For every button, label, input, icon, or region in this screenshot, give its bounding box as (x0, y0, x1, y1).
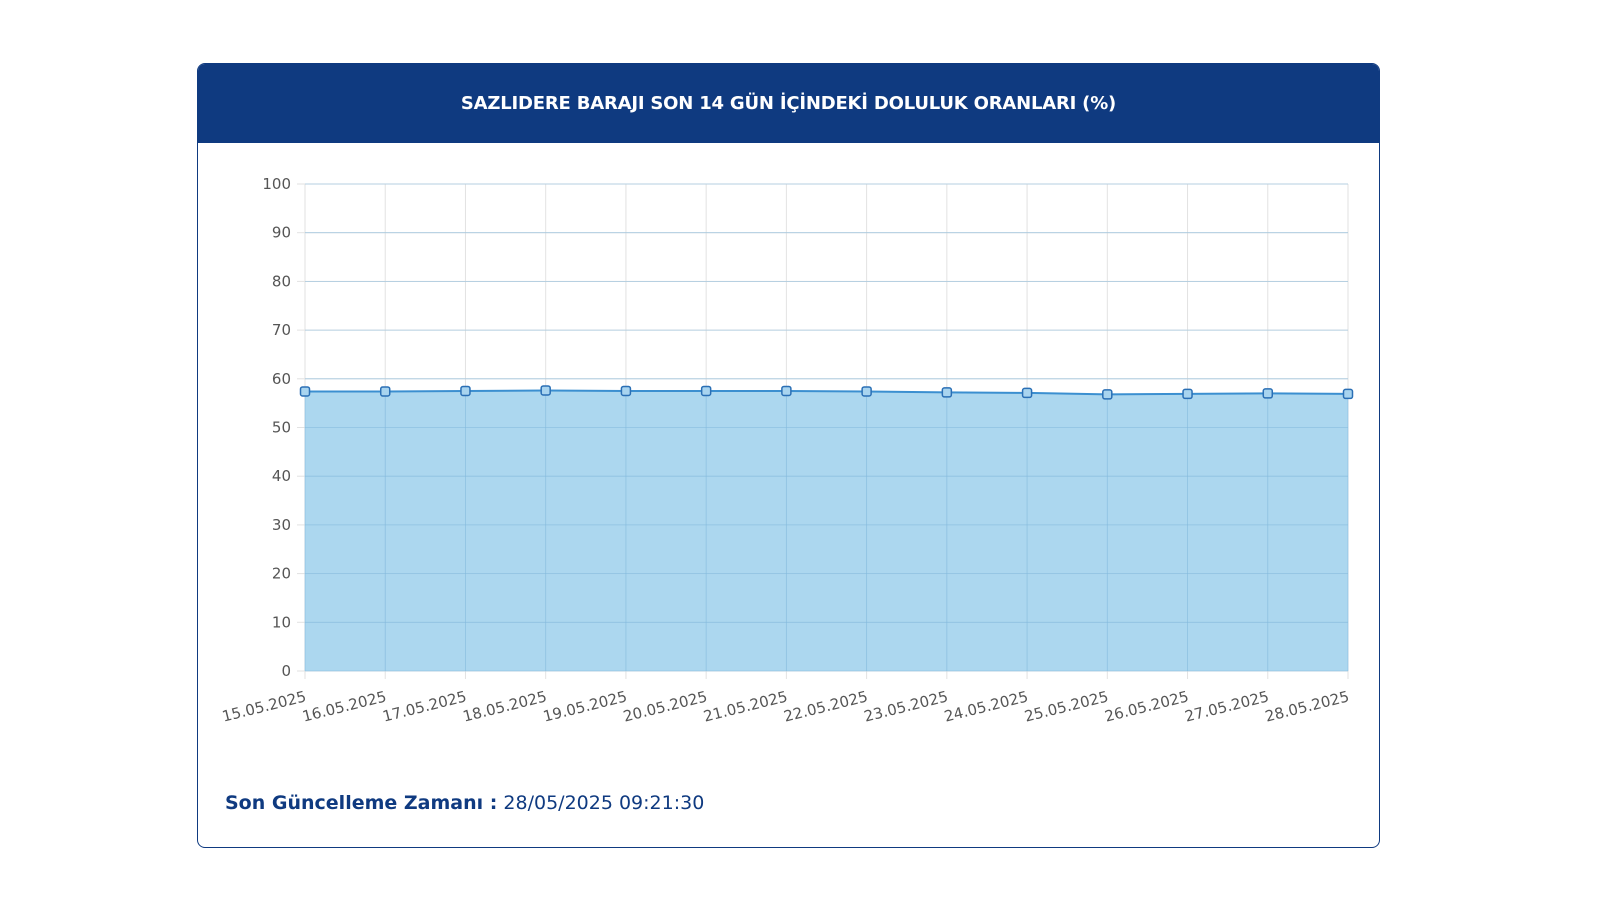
last-update-label: Son Güncelleme Zamanı : (225, 792, 498, 814)
x-tick-label: 22.05.2025 (782, 687, 870, 725)
data-point (540, 385, 551, 396)
last-update-value: 28/05/2025 09:21:30 (503, 792, 705, 814)
data-point (620, 385, 632, 397)
x-tick-label: 25.05.2025 (1023, 687, 1111, 725)
y-tick-label: 60 (272, 370, 291, 388)
data-point (700, 385, 712, 397)
data-point (1182, 388, 1193, 400)
chart-title: SAZLIDERE BARAJI SON 14 GÜN İÇİNDEKİ DOL… (460, 93, 1117, 114)
x-tick-label: 28.05.2025 (1263, 687, 1351, 725)
series-area (305, 390, 1348, 671)
series-line (305, 389, 1349, 396)
y-tick-label: 100 (262, 175, 291, 193)
x-tick-label: 21.05.2025 (702, 687, 790, 725)
y-tick-label: 90 (272, 224, 291, 242)
data-point (861, 386, 872, 397)
data-point (299, 386, 311, 397)
data-point (1021, 387, 1033, 399)
data-point (781, 385, 792, 397)
x-tick-label: 16.05.2025 (301, 687, 389, 725)
data-point (1262, 388, 1274, 399)
y-tick-label: 80 (272, 272, 291, 290)
data-point (460, 385, 471, 397)
x-tick-label: 23.05.2025 (862, 687, 950, 725)
x-tick-label: 19.05.2025 (541, 687, 629, 725)
y-tick-label: 70 (272, 321, 291, 339)
x-tick-label: 15.05.2025 (220, 687, 308, 725)
data-point (1102, 389, 1113, 400)
card-header: SAZLIDERE BARAJI SON 14 GÜN İÇİNDEKİ DOL… (198, 64, 1379, 143)
data-point (379, 386, 391, 397)
x-tick-label: 26.05.2025 (1103, 687, 1191, 725)
y-tick-label: 0 (281, 662, 291, 680)
y-tick-label: 50 (272, 419, 291, 437)
last-update: Son Güncelleme Zamanı : 28/05/2025 09:21… (225, 792, 704, 814)
y-tick-label: 20 (272, 565, 291, 583)
x-tick-label: 24.05.2025 (942, 687, 1030, 725)
x-tick-label: 20.05.2025 (621, 687, 709, 725)
x-tick-label: 17.05.2025 (381, 687, 469, 725)
x-tick-label: 27.05.2025 (1183, 687, 1271, 725)
data-point (1342, 388, 1354, 400)
x-tick-label: 18.05.2025 (461, 687, 549, 725)
y-tick-label: 30 (272, 516, 291, 534)
y-tick-label: 40 (272, 467, 291, 485)
data-point (941, 387, 953, 398)
y-tick-label: 10 (272, 613, 291, 631)
